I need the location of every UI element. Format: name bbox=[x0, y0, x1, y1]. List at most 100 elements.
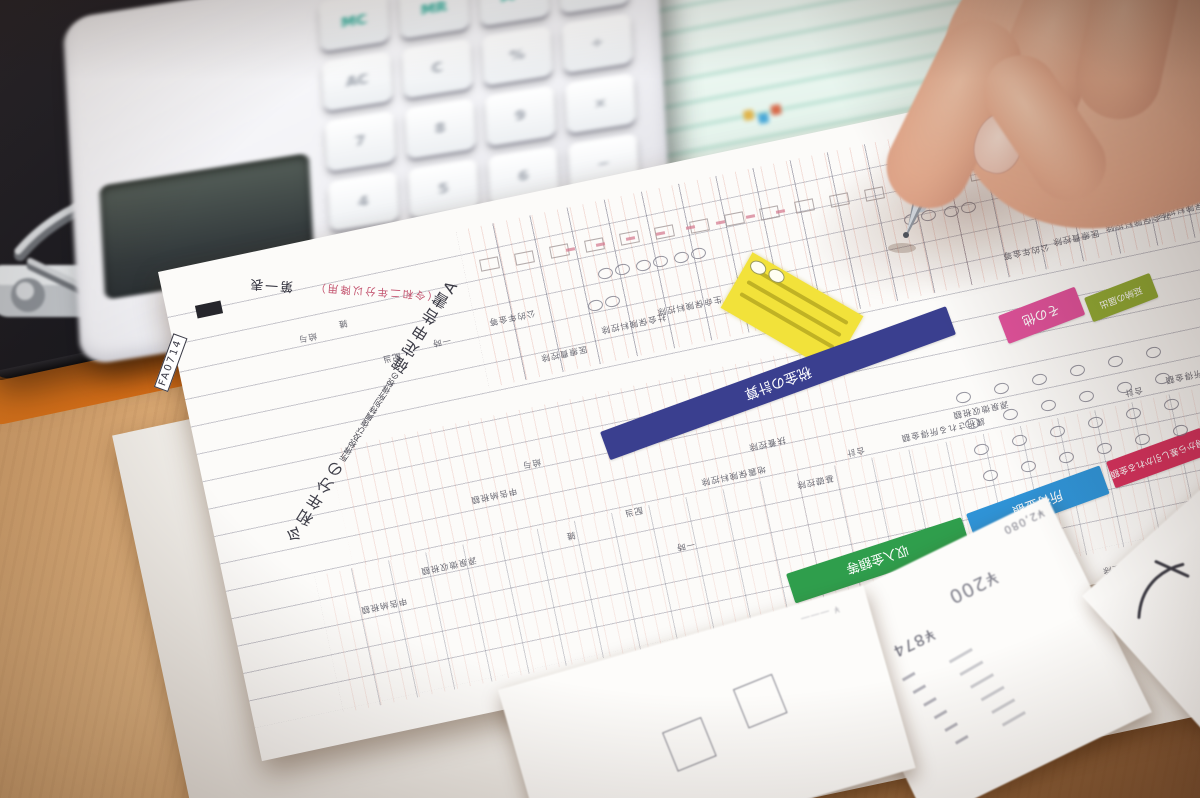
form-fine-print-label: 医療費控除 bbox=[1051, 227, 1100, 247]
calculator-key: 8 bbox=[404, 98, 476, 159]
calculator-key: % bbox=[481, 25, 553, 86]
circled-number-cell bbox=[1125, 406, 1142, 421]
receipt-line-tick bbox=[959, 660, 984, 676]
entry-circle bbox=[587, 298, 604, 313]
form-title-tax-small: 所得税及び復興特別所得税の bbox=[337, 370, 401, 464]
form-fine-print-label: 一時 bbox=[430, 334, 452, 348]
header-cell-box bbox=[1004, 160, 1025, 176]
entry-circle bbox=[920, 208, 937, 223]
form-fine-print-label: 扶養控除 bbox=[747, 434, 787, 452]
calculator-key: M+ bbox=[558, 0, 630, 14]
calculator-key: × bbox=[564, 72, 636, 134]
section-label-ennou: 延納の届出 bbox=[1097, 283, 1144, 309]
form-fine-print-label: 地震保険料控除 bbox=[699, 463, 767, 487]
form-fine-print-label: 課税される所得金額 bbox=[899, 415, 986, 443]
form-fine-print-label: 生命保険料控除 bbox=[655, 293, 723, 317]
header-cell-box bbox=[899, 179, 920, 195]
form-fine-print-label: 一時 bbox=[674, 538, 696, 552]
entry-circle bbox=[635, 258, 652, 273]
pink-print-tick bbox=[745, 214, 756, 219]
calculator-key: 5 bbox=[408, 158, 479, 219]
receipt-line-tick bbox=[933, 709, 948, 719]
highlight-text-line bbox=[753, 267, 849, 326]
circled-number-cell bbox=[1172, 423, 1189, 438]
form-title-era: 令和 bbox=[283, 504, 320, 547]
section-band-tax-calc: 税金の計算 bbox=[600, 306, 957, 461]
entry-circle bbox=[604, 294, 621, 309]
header-cell-box bbox=[759, 205, 780, 221]
form-fine-print-label: 雑 bbox=[336, 317, 349, 329]
paper-sliver bbox=[507, 0, 753, 83]
index-fingernail bbox=[966, 106, 1032, 180]
circled-number-cell bbox=[1154, 371, 1171, 386]
receipt-line-tick bbox=[954, 734, 969, 745]
header-cell-box bbox=[1039, 153, 1060, 170]
circled-number-cell bbox=[982, 468, 999, 483]
header-cell-box bbox=[829, 192, 850, 208]
header-cell-box bbox=[794, 198, 815, 215]
calculator-key: MR bbox=[398, 0, 470, 39]
pink-print-tick bbox=[775, 208, 786, 214]
index-finger bbox=[872, 5, 1036, 223]
receipt-amount-874: ¥874 bbox=[889, 624, 939, 662]
header-cell-box bbox=[514, 249, 535, 266]
section-band-deductions: 所得から差し引かれる金額 bbox=[1106, 427, 1200, 489]
circled-number-cell bbox=[1078, 389, 1095, 404]
form-code: FA0714 bbox=[157, 337, 185, 388]
pink-print-tick bbox=[685, 225, 696, 230]
form-number-columns-grid bbox=[456, 27, 1200, 388]
highlight-text-line bbox=[739, 292, 835, 350]
form-fine-print-label: 雑 bbox=[564, 529, 577, 541]
receipt-stamped: ¥ ――― bbox=[498, 585, 916, 798]
receipt-main: ¥2,080 ¥200 ¥874 bbox=[822, 496, 1152, 798]
form-fine-print-label: 基礎控除 bbox=[795, 472, 835, 490]
form-title-main: 確定申告書A bbox=[388, 275, 463, 378]
form-fine-print-label: 医療費控除 bbox=[539, 343, 588, 363]
circled-number-cell bbox=[1116, 380, 1133, 395]
entry-circle bbox=[597, 266, 614, 281]
receipt-line-tick bbox=[923, 697, 937, 707]
header-cell-box bbox=[584, 237, 605, 253]
calculator-key: 9 bbox=[484, 85, 556, 147]
header-cell-box bbox=[654, 224, 675, 240]
calculator-key: 7 bbox=[324, 110, 396, 172]
entry-circle bbox=[614, 262, 631, 277]
form-title: 令和年分の所得税及び復興特別所得税の確定申告書A bbox=[282, 275, 462, 548]
clipboard-metal-clip bbox=[0, 186, 248, 325]
calculator-key: = bbox=[491, 205, 562, 267]
header-cell-box bbox=[934, 173, 955, 189]
form-fine-print-label: 給与 bbox=[296, 330, 318, 344]
mint-statement-document bbox=[539, 0, 1001, 200]
calculator-key: + bbox=[571, 193, 642, 254]
section-label-tax-calc: 税金の計算 bbox=[742, 362, 814, 402]
black-clipboard-folder bbox=[0, 0, 1050, 382]
form-fine-print-label: 課税される所得金額 bbox=[1163, 357, 1200, 385]
section-band-sonota: その他 bbox=[998, 286, 1086, 345]
receipt-line-tick bbox=[948, 647, 973, 664]
form-lower-columns-grid bbox=[314, 330, 1200, 714]
form-fine-print-label: 合計 bbox=[1122, 384, 1144, 398]
form-fine-print-label: 扶養控除 bbox=[1043, 580, 1083, 598]
calculator-key: · bbox=[411, 218, 482, 279]
form-code-box: FA0714 bbox=[153, 333, 188, 392]
form-fine-print-label: 生命保険料控除 bbox=[1155, 195, 1200, 219]
form-row-lines bbox=[163, 27, 1200, 728]
header-cell-box bbox=[479, 256, 500, 272]
form-fine-print-label: 配当 bbox=[622, 504, 644, 518]
calculator-display bbox=[99, 152, 315, 300]
entry-circle bbox=[652, 254, 669, 269]
pink-print-tick bbox=[565, 247, 576, 252]
pink-print-tick bbox=[595, 241, 606, 247]
section-band-ennou: 延納の届出 bbox=[1084, 272, 1159, 323]
circled-number-cell bbox=[1087, 415, 1104, 430]
circled-number-cell bbox=[1020, 459, 1037, 474]
highlight-circle bbox=[747, 257, 769, 278]
section-label-shotoku: 所得金額 bbox=[1010, 485, 1065, 518]
form-title-year-suffix: 年分の bbox=[303, 455, 350, 515]
calculator-key: M− bbox=[478, 0, 550, 26]
